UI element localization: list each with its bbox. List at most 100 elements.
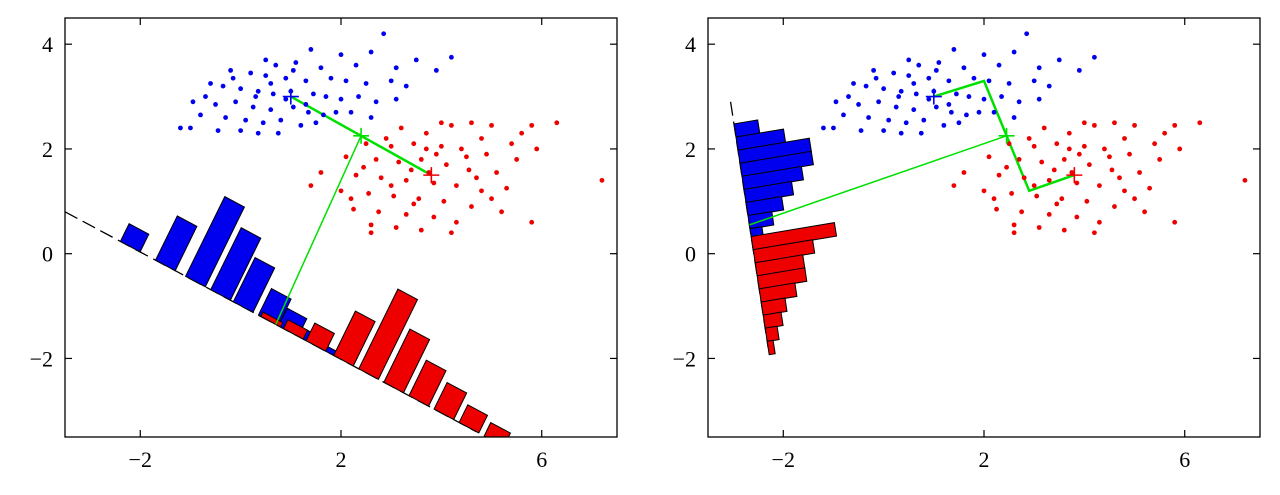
scatter-point-red (469, 120, 474, 126)
hist-bar-red (760, 297, 788, 316)
scatter-point-blue (293, 60, 299, 65)
scatter-point-blue (841, 112, 846, 118)
scatter-point-blue (1016, 99, 1022, 105)
scatter-point-blue (393, 96, 399, 102)
scatter-point-red (599, 177, 605, 183)
scatter-point-red (1122, 136, 1127, 141)
scatter-point-blue (1036, 96, 1042, 102)
scatter-point-blue (821, 125, 826, 131)
y-tick-label: 4 (685, 32, 696, 57)
scatter-point-red (1177, 146, 1183, 152)
scatter-point-red (1039, 159, 1045, 165)
scatter-point-red (1084, 198, 1090, 204)
scatter-point-red (1006, 141, 1012, 147)
scatter-point-red (504, 185, 509, 191)
scatter-point-red (416, 196, 422, 202)
scatter-point-red (411, 201, 417, 207)
scatter-point-red (529, 219, 535, 225)
scatter-point-red (479, 188, 484, 194)
scatter-point-red (1034, 193, 1040, 199)
scatter-point-blue (1046, 83, 1052, 89)
hist-bar-blue (743, 180, 795, 204)
scatter-point-red (396, 159, 402, 165)
scatter-point-blue (898, 130, 904, 136)
scatter-point-blue (381, 31, 387, 37)
scatter-point-blue (273, 62, 279, 68)
hist-bar-red (544, 464, 566, 479)
scatter-point-blue (1024, 31, 1030, 37)
scatter-point-red (368, 230, 374, 236)
scatter-point-blue (298, 122, 304, 128)
scatter-point-blue (356, 94, 361, 99)
scatter-point-red (1137, 170, 1142, 175)
scatter-point-blue (926, 96, 932, 102)
scatter-point-red (391, 193, 397, 199)
scatter-point-red (1172, 122, 1178, 128)
scatter-point-red (366, 191, 371, 196)
hist-bar-red (512, 442, 536, 461)
scatter-point-blue (906, 73, 912, 79)
scatter-point-red (519, 130, 525, 136)
scatter-point-blue (866, 115, 871, 120)
scatter-point-red (1092, 122, 1097, 128)
x-tick-label: −2 (129, 447, 152, 472)
scatter-point-red (1132, 122, 1137, 128)
scatter-point-blue (893, 104, 899, 110)
scatter-point-blue (268, 81, 274, 86)
scatter-point-blue (278, 117, 284, 123)
scatter-point-red (1081, 143, 1087, 149)
scatter-point-blue (981, 96, 987, 102)
scatter-point-red (466, 167, 472, 173)
scatter-point-blue (886, 117, 892, 123)
scatter-point-blue (348, 109, 354, 115)
scatter-point-blue (433, 67, 439, 73)
scatter-point-blue (933, 104, 939, 110)
scatter-point-red (438, 120, 444, 126)
scatter-point-blue (976, 109, 982, 115)
scatter-point-blue (328, 75, 334, 81)
projection-perpendicular-line (749, 135, 1007, 226)
scatter-point-red (388, 183, 394, 189)
scatter-point-blue (916, 62, 922, 68)
scatter-point-red (1086, 162, 1092, 168)
scatter-point-blue (403, 83, 409, 89)
scatter-point-red (1074, 180, 1080, 186)
scatter-point-red (1102, 146, 1107, 152)
scatter-point-red (529, 122, 535, 128)
scatter-point-red (343, 154, 349, 160)
scatter-point-blue (891, 70, 897, 76)
scatter-point-red (368, 222, 374, 228)
scatter-point-blue (308, 47, 314, 52)
scatter-point-blue (233, 99, 239, 105)
scatter-point-red (426, 170, 432, 175)
scatter-point-blue (933, 67, 939, 73)
scatter-point-blue (203, 94, 208, 99)
scatter-point-red (489, 122, 494, 128)
scatter-point-blue (263, 73, 269, 79)
scatter-point-red (353, 172, 359, 178)
x-tick-label: 2 (336, 447, 347, 472)
scatter-point-blue (1011, 115, 1017, 120)
scatter-point-red (403, 177, 409, 183)
hist-bar-red (383, 328, 431, 394)
scatter-point-red (1157, 157, 1163, 162)
scatter-point-blue (851, 81, 856, 86)
scatter-point-blue (238, 128, 244, 134)
scatter-point-red (1112, 204, 1117, 209)
scatter-point-red (454, 219, 459, 225)
scatter-point-blue (948, 109, 954, 115)
scatter-point-blue (898, 88, 904, 94)
scatter-point-blue (190, 99, 196, 105)
scatter-point-red (1019, 209, 1025, 215)
scatter-point-red (1046, 212, 1052, 217)
scatter-point-blue (999, 94, 1004, 99)
scatter-point-red (1107, 154, 1112, 160)
scatter-point-red (1046, 177, 1052, 183)
scatter-point-red (1016, 157, 1022, 162)
scatter-point-blue (275, 130, 281, 136)
scatter-point-blue (921, 117, 927, 123)
scatter-point-red (1142, 209, 1147, 215)
y-tick-label: 0 (685, 242, 696, 267)
scatter-point-blue (1011, 49, 1017, 55)
